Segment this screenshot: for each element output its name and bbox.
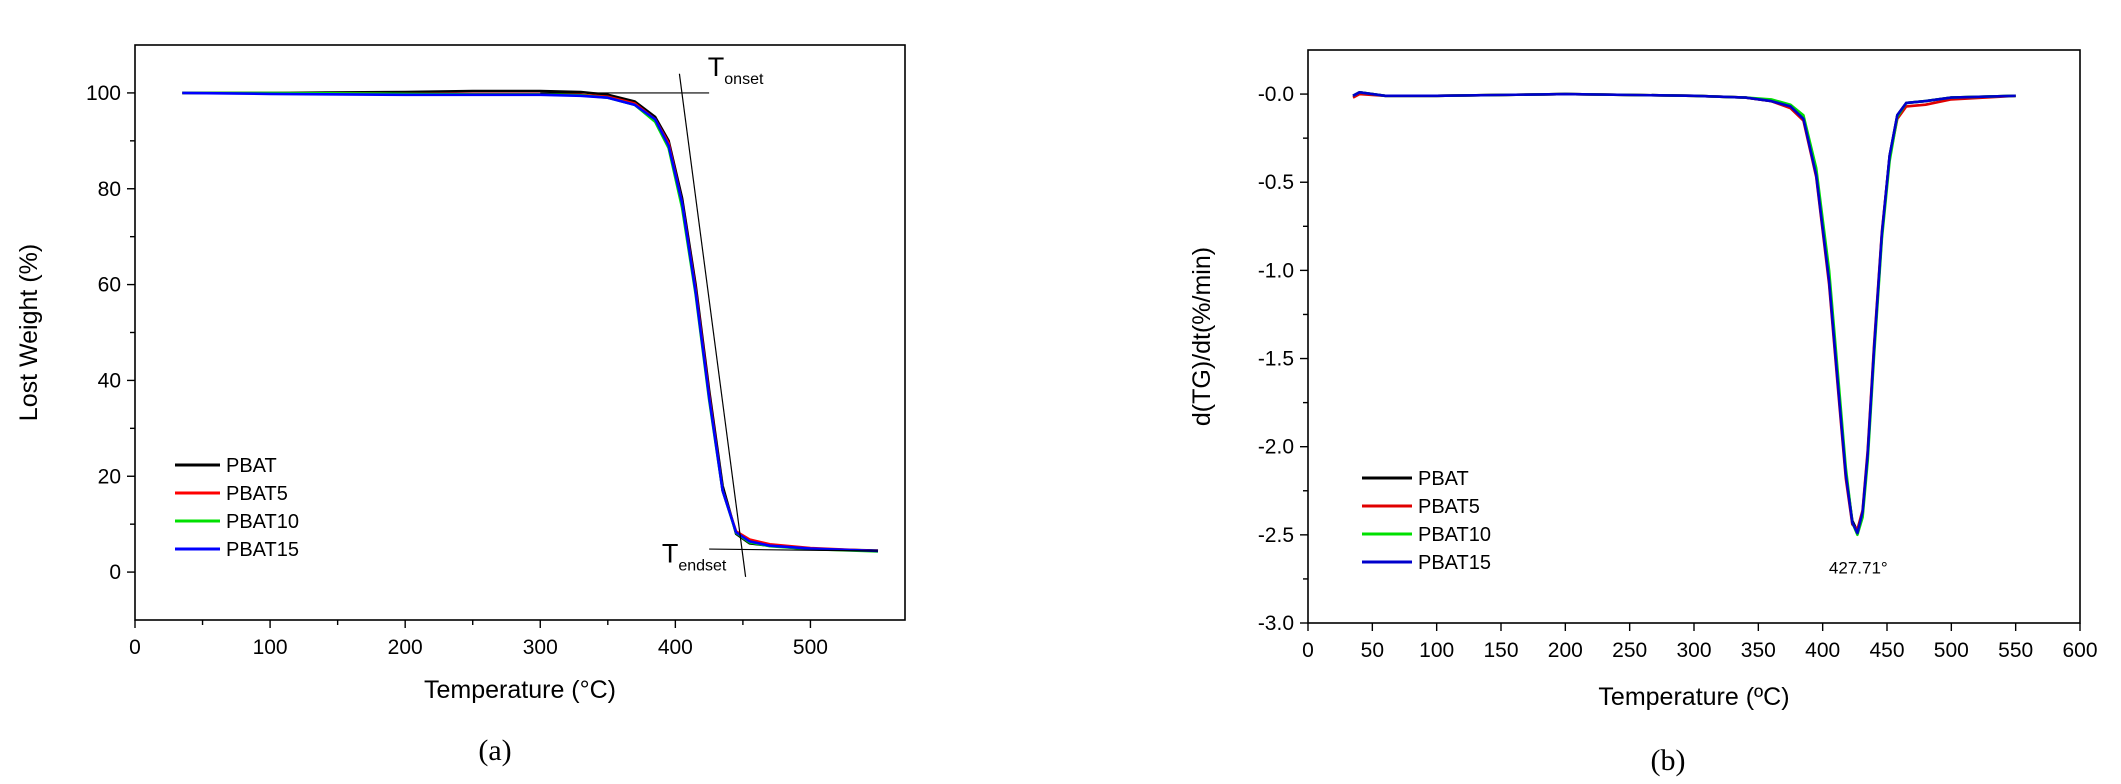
y-tick-label: 40	[98, 369, 121, 392]
x-tick-label: 450	[1869, 639, 1904, 662]
y-tick-label: -3.0	[1258, 612, 1294, 635]
x-tick-label: 0	[1302, 639, 1314, 662]
legend-label: PBAT5	[1418, 496, 1480, 518]
panel-a-chart: 0 100 200 300 400 500 0 20 40 60 80 100 Temperature …	[15, 44, 906, 767]
y-tick-label: 80	[98, 178, 121, 201]
y-tick-label: -1.5	[1258, 348, 1294, 371]
series-line-pbat15	[182, 91, 879, 553]
series-line-pbat	[182, 89, 879, 552]
y-tick-label: 60	[98, 274, 121, 297]
tangent-line	[678, 73, 747, 577]
y-tick-label: -2.5	[1258, 524, 1294, 547]
x-tick-label: 550	[1998, 639, 2033, 662]
y-tick-label: -0.5	[1258, 171, 1294, 194]
x-tick-label: 300	[1676, 639, 1711, 662]
series-line-pbat5	[1352, 92, 2016, 531]
x-axis-label: Temperature (°C)	[424, 676, 616, 704]
y-axis-label: d(TG)/dt(%/min)	[1188, 247, 1216, 426]
y-tick-label: -1.0	[1258, 259, 1294, 282]
y-tick-label: 20	[98, 465, 121, 488]
legend-label: PBAT15	[226, 539, 299, 561]
x-tick-label: 500	[793, 636, 828, 659]
x-tick-label: 400	[658, 636, 693, 659]
endset-baseline	[709, 548, 878, 552]
x-tick-label: 600	[2062, 639, 2097, 662]
x-tick-label: 50	[1361, 639, 1384, 662]
x-tick-label: 400	[1805, 639, 1840, 662]
series-line-pbat	[1352, 91, 2016, 533]
y-tick-label: 100	[86, 82, 121, 105]
y-tick-label: -0.0	[1258, 83, 1294, 106]
x-tick-label: 200	[1548, 639, 1583, 662]
onset-subscript: onset	[724, 71, 764, 88]
panel-caption: (b)	[1651, 744, 1686, 777]
x-tick-label: 200	[388, 636, 423, 659]
onset-annotation: Tonset	[708, 52, 764, 88]
legend-label: PBAT15	[1418, 552, 1491, 574]
legend-label: PBAT5	[226, 483, 288, 505]
x-tick-label: 100	[253, 636, 288, 659]
endset-symbol: T	[662, 539, 679, 569]
panel-b-chart: 0 50 100 150 200 250 300 350 400 450 500 550 600 -3.0…	[1188, 49, 2098, 777]
endset-annotation: Tendset	[662, 539, 727, 575]
y-axis-label: Lost Weight (%)	[15, 244, 43, 421]
x-tick-label: 500	[1934, 639, 1969, 662]
x-tick-label: 150	[1483, 639, 1518, 662]
legend-label: PBAT	[226, 455, 277, 477]
x-tick-label: 300	[523, 636, 558, 659]
legend-label: PBAT10	[226, 511, 299, 533]
x-tick-label: 100	[1419, 639, 1454, 662]
plot-frame	[134, 44, 906, 621]
x-tick-label: 350	[1741, 639, 1776, 662]
legend-label: PBAT	[1418, 468, 1469, 490]
onset-symbol: T	[708, 52, 725, 82]
y-tick-label: -2.0	[1258, 436, 1294, 459]
x-tick-label: 250	[1612, 639, 1647, 662]
legend-label: PBAT10	[1418, 524, 1491, 546]
y-tick-label: 0	[109, 561, 121, 584]
peak-annotation: 427.71°	[1829, 559, 1888, 578]
series-line-pbat15	[1352, 91, 2016, 535]
endset-subscript: endset	[678, 558, 727, 575]
x-axis-label: Temperature (ºC)	[1598, 683, 1789, 711]
panel-caption: (a)	[478, 734, 511, 767]
x-tick-label: 0	[129, 636, 141, 659]
